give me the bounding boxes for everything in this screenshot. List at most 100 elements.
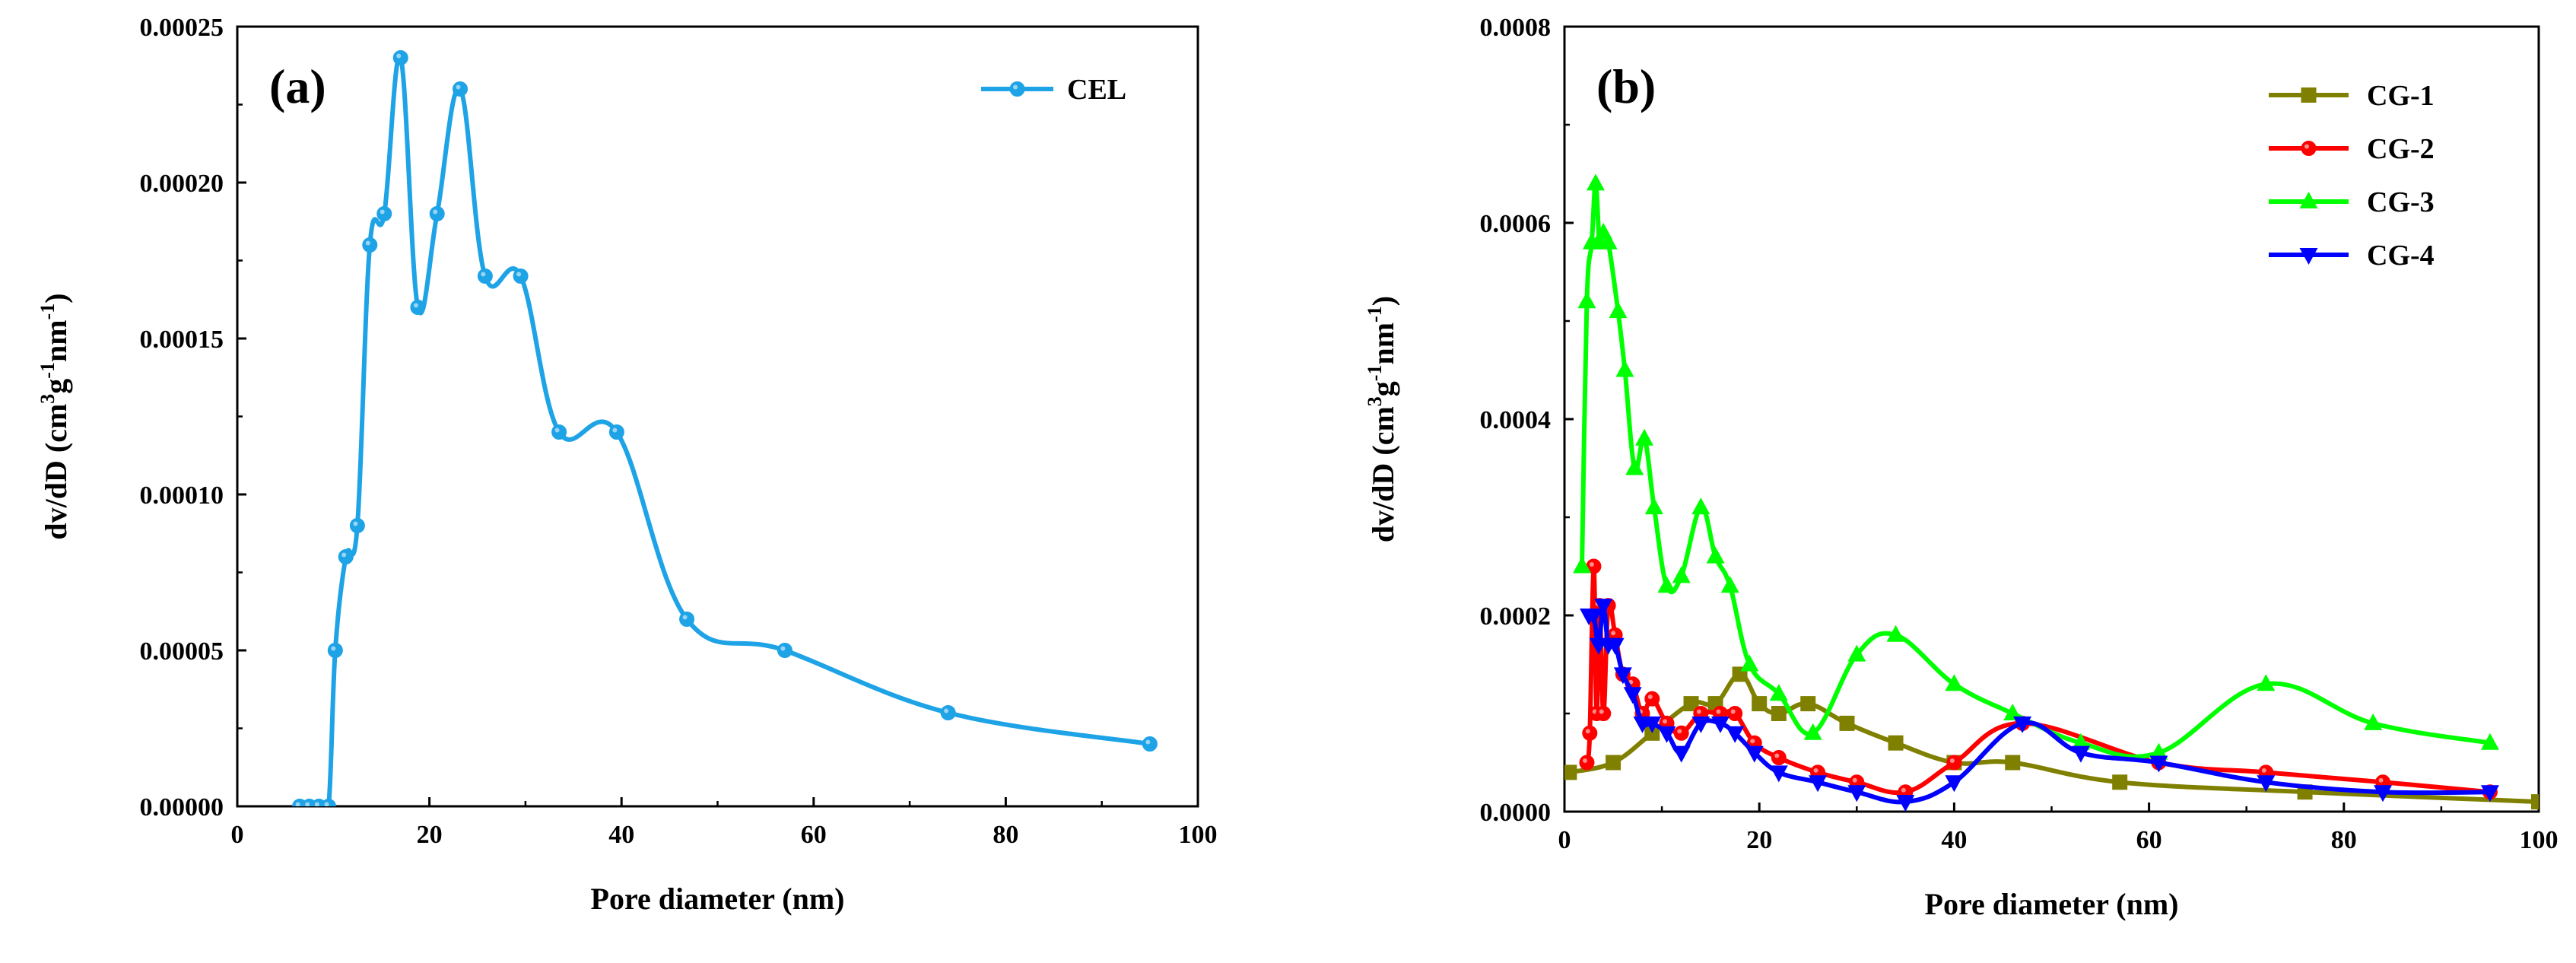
data-point-highlight: [1585, 729, 1590, 734]
data-point: [1673, 725, 1689, 741]
data-point: [1886, 625, 1905, 642]
data-point: [429, 206, 445, 221]
data-point: [2364, 713, 2383, 730]
legend-marker-highlight: [1013, 84, 1018, 90]
y-axis-title-part: nm: [39, 319, 73, 362]
data-point: [1615, 360, 1634, 377]
data-point-highlight: [456, 84, 461, 90]
panel-label: (b): [1596, 59, 1656, 113]
x-tick-label: 40: [1941, 826, 1967, 854]
data-point-highlight: [1582, 758, 1587, 763]
y-tick-label: 0.0000: [1480, 799, 1552, 827]
data-point: [477, 269, 493, 284]
x-axis-title: Pore diameter (nm): [1925, 887, 2179, 921]
series-cel: [292, 50, 1158, 806]
plot-frame: [236, 25, 1199, 808]
data-point: [1691, 497, 1710, 515]
data-point: [1657, 576, 1676, 593]
legend-label: CG-1: [2367, 80, 2435, 112]
data-point-highlight: [1774, 753, 1780, 758]
data-point: [1594, 599, 1613, 616]
data-point-highlight: [324, 802, 329, 806]
data-point: [1691, 716, 1710, 733]
data-point: [1888, 735, 1904, 751]
data-point-highlight: [1611, 631, 1616, 636]
y-tick-label: 0.0002: [1480, 602, 1552, 631]
data-point-highlight: [612, 427, 618, 433]
data-point: [1847, 785, 1866, 802]
x-tick-label: 60: [2136, 826, 2162, 854]
y-axis-title-part: -1: [1364, 306, 1386, 323]
data-point: [513, 269, 529, 284]
y-tick-label: 0.00025: [140, 14, 224, 42]
data-point: [1771, 706, 1787, 721]
y-axis-title-part: dv/dD (cm: [1366, 406, 1400, 542]
data-point: [2005, 755, 2021, 771]
data-point-highlight: [314, 802, 319, 806]
x-tick-label: 60: [801, 821, 827, 849]
data-point-highlight: [780, 646, 786, 651]
data-point: [1606, 637, 1625, 655]
data-point-highlight: [944, 708, 949, 714]
y-tick-label: 0.0006: [1480, 210, 1552, 238]
x-tick-label: 80: [2331, 826, 2357, 854]
data-point-highlight: [380, 209, 385, 215]
data-point-highlight: [481, 272, 486, 277]
y-axis-title-part: ): [39, 293, 73, 303]
y-axis-title-part: 3: [37, 394, 59, 404]
y-tick-label: 0.0008: [1480, 14, 1552, 42]
data-point-highlight: [365, 240, 370, 246]
data-point: [2112, 774, 2128, 790]
data-point: [349, 518, 365, 533]
data-point: [2257, 674, 2276, 691]
y-tick-label: 0.00005: [140, 637, 224, 666]
data-point-highlight: [1599, 709, 1604, 714]
data-point-highlight: [1647, 694, 1653, 700]
data-point-highlight: [341, 552, 347, 558]
data-point: [1847, 644, 1866, 662]
data-point: [1769, 684, 1788, 701]
data-point: [1599, 232, 1618, 249]
series-line: [297, 54, 1152, 806]
data-point-highlight: [1901, 787, 1906, 793]
x-tick-label: 20: [417, 821, 443, 849]
data-point-highlight: [295, 802, 300, 806]
legend-label: CG-3: [2367, 186, 2435, 218]
data-point: [2480, 733, 2499, 750]
series-line: [1587, 603, 2492, 805]
data-point: [1946, 755, 1962, 771]
data-point: [1643, 716, 1662, 733]
data-point: [362, 237, 378, 253]
data-point: [410, 300, 426, 315]
series-cg-4: [1580, 599, 2499, 812]
data-point: [1596, 706, 1612, 721]
series-line: [1580, 181, 2492, 759]
data-point-highlight: [1589, 562, 1594, 567]
data-point-highlight: [433, 209, 438, 215]
data-point: [1896, 795, 1915, 812]
data-point-highlight: [305, 802, 310, 806]
data-point-highlight: [1730, 709, 1736, 714]
data-point: [1945, 674, 1964, 691]
data-point-highlight: [1949, 758, 1955, 763]
y-axis-title: dv/dD (cm3g-1nm-1): [37, 293, 73, 539]
data-point: [327, 643, 343, 658]
x-tick-label: 100: [1179, 821, 1218, 849]
series-cg-2: [1579, 558, 2498, 800]
data-point-highlight: [554, 427, 560, 433]
legend-marker: [2299, 248, 2318, 265]
data-point-highlight: [1813, 768, 1818, 773]
data-point: [1672, 566, 1691, 583]
data-point-highlight: [1750, 739, 1755, 744]
legend-label: CEL: [1067, 74, 1126, 106]
y-axis-title-part: -1: [1364, 365, 1386, 382]
y-axis-title-part: -1: [37, 304, 59, 320]
data-point: [2531, 794, 2539, 810]
y-axis-title-part: nm: [1366, 323, 1400, 365]
data-point: [1672, 745, 1691, 763]
data-point: [1710, 716, 1730, 733]
data-point: [338, 549, 354, 564]
data-point: [1720, 576, 1739, 593]
data-point: [1803, 723, 1822, 740]
